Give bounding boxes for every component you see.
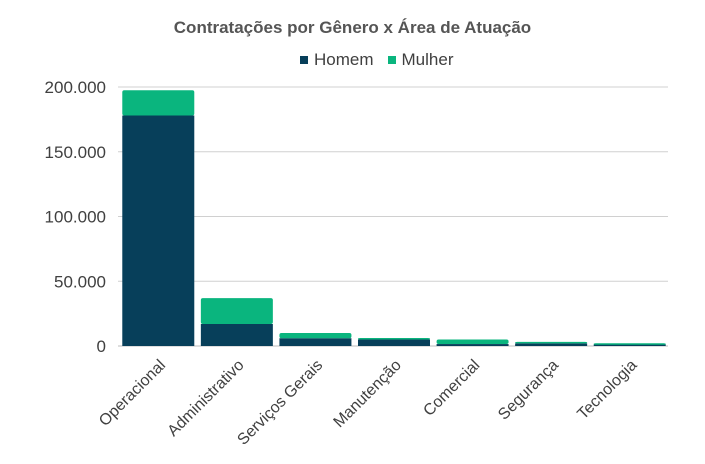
x-tick-label: Operacional bbox=[96, 357, 169, 430]
bar-mulher-4 bbox=[358, 338, 430, 340]
legend-label-homem: Homem bbox=[314, 50, 374, 69]
x-tick-label: Manutenção bbox=[331, 357, 405, 431]
bar-mulher-7 bbox=[593, 343, 666, 345]
bar-homem-7 bbox=[593, 344, 666, 346]
x-tick-label: Comercial bbox=[420, 357, 483, 420]
y-tick-label: 200.000 bbox=[45, 78, 106, 97]
legend-item-mulher: Mulher bbox=[387, 50, 454, 70]
bar-homem-4 bbox=[358, 339, 430, 346]
bar-homem-5 bbox=[436, 344, 509, 346]
chart-title: Contratações por Gênero x Área de Atuaçã… bbox=[173, 18, 532, 37]
legend-label-mulher: Mulher bbox=[401, 50, 454, 69]
bar-mulher-1 bbox=[122, 90, 195, 116]
bar-homem-6 bbox=[515, 343, 588, 346]
legend-swatch-mulher bbox=[387, 56, 396, 64]
chart-legend: Homem Mulher bbox=[300, 50, 453, 70]
bar-homem-1 bbox=[122, 115, 195, 347]
y-tick-label: 100.000 bbox=[45, 208, 106, 227]
bar-mulher-3 bbox=[279, 333, 352, 339]
bar-mulher-5 bbox=[436, 339, 509, 345]
x-tick-label: Serviços Gerais bbox=[234, 357, 326, 449]
y-tick-label: 150.000 bbox=[45, 143, 106, 162]
y-tick-label: 0 bbox=[97, 337, 106, 356]
y-tick-label: 50.000 bbox=[54, 272, 106, 291]
x-tick-label: Tecnologia bbox=[574, 357, 640, 423]
bar-mulher-6 bbox=[515, 341, 588, 344]
x-tick-label: Administrativo bbox=[165, 357, 248, 440]
bar-homem-2 bbox=[200, 323, 273, 346]
bar-homem-3 bbox=[279, 338, 352, 346]
legend-swatch-homem bbox=[300, 56, 308, 64]
legend-item-homem: Homem bbox=[300, 50, 374, 70]
x-tick-label: Segurança bbox=[495, 357, 562, 424]
bar-mulher-2 bbox=[200, 298, 273, 324]
